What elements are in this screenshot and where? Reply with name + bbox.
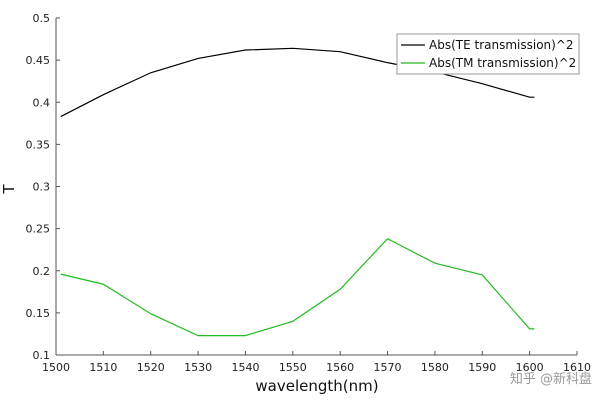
series-line-1 (60, 47, 535, 118)
legend-box (396, 33, 580, 75)
data-series (60, 47, 535, 337)
series-line-2 (60, 237, 535, 337)
x-tick-label: 1570 (374, 361, 402, 374)
legend-label: Abs(TE transmission)^2 (429, 38, 574, 52)
x-axis-label: wavelength(nm) (255, 377, 378, 395)
x-tick-label: 1610 (563, 361, 591, 374)
y-tick-label: 0.4 (33, 96, 51, 109)
x-tick-label: 1580 (421, 361, 449, 374)
x-tick-label: 1510 (89, 361, 117, 374)
y-tick-label: 0.25 (26, 223, 51, 236)
watermark: 知乎 @新科盘 (510, 371, 592, 387)
y-tick-label: 0.3 (33, 181, 51, 194)
x-tick-label: 1530 (184, 361, 212, 374)
x-tick-label: 1560 (326, 361, 354, 374)
y-tick-label: 0.5 (33, 12, 51, 25)
legend-label: Abs(TM transmission)^2 (429, 56, 576, 70)
x-tick-label: 1590 (468, 361, 496, 374)
y-tick-label: 0.45 (26, 54, 51, 67)
x-tick-label: 1500 (42, 361, 70, 374)
y-tick-label: 0.15 (26, 307, 51, 320)
x-tick-label: 1520 (137, 361, 165, 374)
x-tick-label: 1540 (231, 361, 259, 374)
legend: Abs(TE transmission)^2 Abs(TM transmissio… (396, 33, 580, 75)
x-tick-label: 1600 (516, 361, 544, 374)
y-tick-label: 0.2 (33, 265, 51, 278)
x-tick-label: 1550 (279, 361, 307, 374)
y-tick-label: 0.1 (33, 349, 51, 362)
y-axis-ticks: 0.1 0.15 0.2 0.25 0.3 0.35 0.4 0.45 0.5 (26, 12, 60, 362)
y-tick-label: 0.35 (26, 138, 51, 151)
x-axis-ticks: 1500 1510 1520 1530 1540 1550 1560 1570 1580 1590… (42, 351, 591, 374)
y-axis-label: T (0, 184, 18, 195)
